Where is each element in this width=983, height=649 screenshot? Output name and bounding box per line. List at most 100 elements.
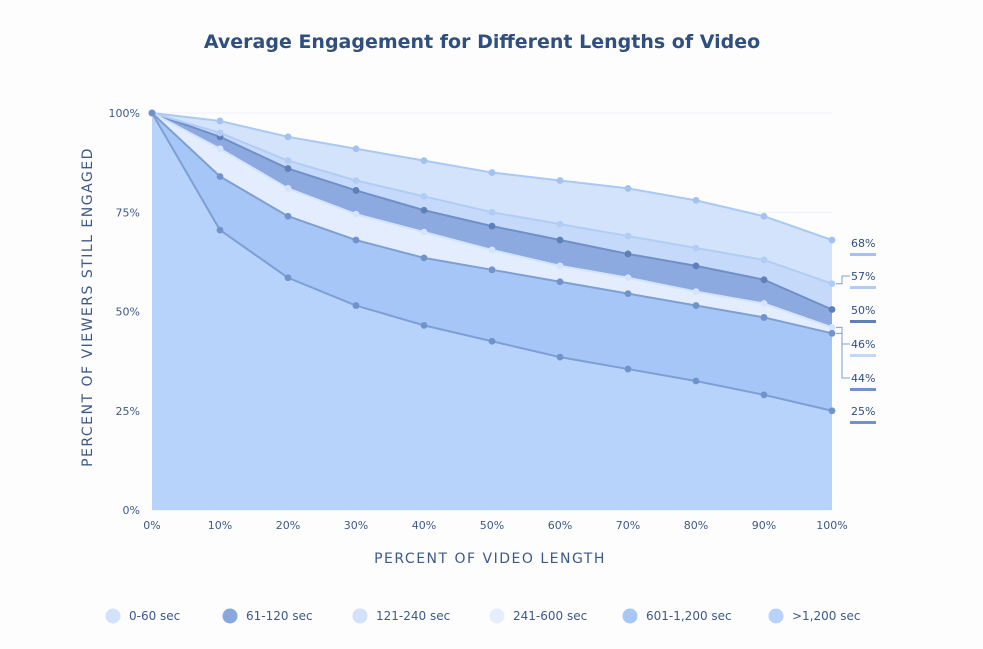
point-0-60-sec (352, 145, 360, 153)
point-0-60-sec (284, 133, 292, 141)
point-61-120-sec (624, 250, 632, 258)
legend-item-61-120-sec: 61-120 sec (222, 608, 313, 624)
point-1-200-sec (760, 391, 768, 399)
x-tick-label: 0% (143, 519, 160, 532)
point-121-240-sec (624, 232, 632, 240)
point-61-120-sec (284, 165, 292, 172)
point-0-60-sec (420, 157, 428, 165)
area-61-120-sec (152, 113, 832, 328)
y-tick-label: 100% (109, 107, 140, 120)
legend-swatch (105, 608, 121, 624)
legend-swatch (222, 608, 238, 624)
legend-item-241-600-sec: 241-600 sec (489, 608, 587, 624)
point-121-240-sec (352, 177, 360, 184)
end-label-underline (850, 421, 876, 424)
point-241-600-sec (352, 210, 360, 218)
point-61-120-sec (420, 206, 428, 214)
point-601-1-200-sec (284, 212, 292, 220)
end-label-underline (850, 388, 876, 391)
point-0-60-sec (556, 177, 564, 184)
x-tick-label: 100% (816, 519, 847, 532)
point-121-240-sec (692, 244, 700, 252)
point-0-60-sec (760, 212, 768, 220)
point-241-600-sec (284, 185, 292, 192)
point-0-60-sec (216, 117, 224, 125)
end-label-61-120-sec: 50% (851, 304, 875, 317)
y-axis-ticks: 0% 25% 50% 75% 100% (109, 107, 140, 517)
point-1-200-sec (352, 302, 360, 309)
point-601-1-200-sec (624, 290, 632, 298)
legend-label: 0-60 sec (129, 609, 180, 623)
end-label-underline (850, 354, 876, 357)
point-601-1-200-sec (352, 236, 360, 244)
end-label-connector (836, 332, 850, 379)
end-label-1-200-sec: 25% (851, 405, 875, 418)
point-241-600-sec (420, 228, 428, 236)
point-1-200-sec (148, 109, 156, 117)
end-value-labels: 68% 57% 50% 46% 44% 25% (836, 237, 876, 424)
y-tick-label: 25% (116, 405, 140, 418)
x-axis-ticks: 0% 10% 20% 30% 40% 50% 60% 70% 80% 90% 100% (143, 519, 847, 532)
end-label-underline (850, 320, 876, 323)
point-241-600-sec (692, 288, 700, 296)
point-241-600-sec (488, 246, 496, 254)
series-markers (148, 109, 836, 415)
legend-label: 601-1,200 sec (646, 609, 732, 623)
point-241-600-sec (216, 145, 224, 153)
point-61-120-sec (556, 236, 564, 244)
end-label-underline (850, 253, 876, 256)
point-1-200-sec (828, 407, 836, 415)
point-0-60-sec (488, 169, 496, 176)
x-tick-label: 90% (752, 519, 776, 532)
x-axis-label: PERCENT OF VIDEO LENGTH (374, 551, 606, 567)
x-tick-label: 30% (344, 519, 368, 532)
legend-label: 121-240 sec (376, 609, 450, 623)
y-tick-label: 50% (116, 306, 140, 319)
point-1-200-sec (488, 337, 496, 345)
legend-label: 61-120 sec (246, 609, 313, 623)
point-0-60-sec (692, 196, 700, 204)
chart-title: Average Engagement for Different Lengths… (204, 31, 760, 53)
x-tick-label: 70% (616, 519, 640, 532)
end-label-121-240-sec: 57% (851, 270, 875, 283)
x-tick-label: 20% (276, 519, 300, 532)
end-label-0-60-sec: 68% (851, 237, 875, 250)
point-241-600-sec (760, 300, 768, 307)
y-tick-label: 0% (123, 504, 140, 517)
legend-item-601-1-200-sec: 601-1,200 sec (622, 608, 732, 624)
legend-item-1-200-sec: >1,200 sec (768, 608, 860, 624)
legend: 0-60 sec 61-120 sec 121-240 sec 241-600 sec… (105, 608, 860, 624)
point-121-240-sec (488, 208, 496, 216)
point-1-200-sec (692, 377, 700, 385)
end-label-241-600-sec: 46% (851, 338, 875, 351)
point-61-120-sec (760, 276, 768, 284)
x-tick-label: 50% (480, 519, 504, 532)
point-61-120-sec (488, 222, 496, 230)
x-tick-label: 60% (548, 519, 572, 532)
point-1-200-sec (624, 365, 632, 373)
point-241-600-sec (828, 323, 836, 331)
point-1-200-sec (216, 226, 224, 234)
point-61-120-sec (352, 187, 360, 194)
point-1-200-sec (420, 321, 428, 329)
point-121-240-sec (216, 129, 224, 137)
point-601-1-200-sec (216, 173, 224, 180)
point-121-240-sec (556, 220, 564, 228)
point-1-200-sec (556, 353, 564, 361)
legend-swatch (622, 608, 638, 624)
area-601-1-200-sec (152, 113, 832, 411)
point-241-600-sec (556, 262, 564, 270)
y-axis-label: PERCENT OF VIEWERS STILL ENGAGED (80, 147, 96, 467)
legend-item-0-60-sec: 0-60 sec (105, 608, 180, 624)
point-121-240-sec (760, 256, 768, 264)
x-tick-label: 80% (684, 519, 708, 532)
legend-label: 241-600 sec (513, 609, 587, 623)
x-tick-label: 40% (412, 519, 436, 532)
point-121-240-sec (284, 157, 292, 165)
point-121-240-sec (420, 192, 428, 200)
area-241-600-sec (152, 113, 832, 334)
end-label-underline (850, 286, 876, 289)
point-601-1-200-sec (556, 278, 564, 286)
point-61-120-sec (692, 262, 700, 270)
